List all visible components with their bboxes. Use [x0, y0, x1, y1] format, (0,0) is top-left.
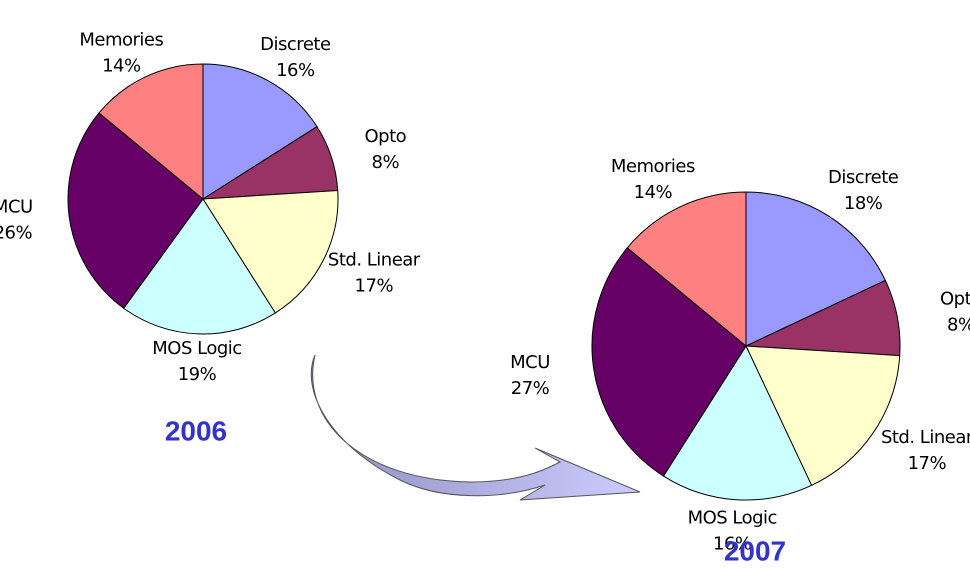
value-label: 16%: [713, 533, 752, 554]
value-label: 14%: [634, 182, 673, 203]
slice-label: Discrete: [260, 34, 331, 55]
value-label: 17%: [355, 276, 394, 297]
pie-slice: [98, 63, 204, 201]
chart-title: 2007: [724, 535, 786, 566]
value-label: 14%: [102, 55, 141, 76]
slice-label: MOS Logic: [152, 338, 241, 359]
value-label: 26%: [0, 222, 32, 243]
pie-slice: [745, 345, 901, 487]
value-label: 8%: [372, 152, 400, 173]
pie-slice: [122, 198, 277, 335]
slice-label: Opto: [940, 288, 970, 309]
value-label: 16%: [276, 60, 315, 81]
slice-label: MOS Logic: [688, 507, 777, 528]
slice-label: Opto: [364, 126, 406, 147]
slice-label: MCU: [0, 196, 33, 217]
value-label: 18%: [844, 193, 883, 214]
pie-slice: [202, 63, 318, 200]
slice-label: Std. Linear: [328, 250, 421, 271]
arrow: [310, 354, 641, 501]
slice-label: Std. Linear: [881, 427, 970, 448]
slice-label: MCU: [510, 352, 550, 373]
value-label: 27%: [511, 378, 550, 399]
value-label: 17%: [908, 453, 947, 474]
pie-slice: [662, 344, 813, 501]
value-label: 19%: [178, 364, 217, 385]
pie-slice: [202, 189, 339, 314]
slice-label: Memories: [79, 29, 163, 50]
pie-slice: [626, 191, 747, 348]
pie-slice: [67, 112, 204, 309]
pie-slice: [745, 191, 887, 347]
pie-slice: [591, 247, 747, 477]
slice-label: Discrete: [828, 167, 899, 188]
chart-title: 2006: [165, 415, 227, 446]
slice-label: Memories: [611, 156, 695, 177]
value-label: 8%: [947, 314, 970, 335]
